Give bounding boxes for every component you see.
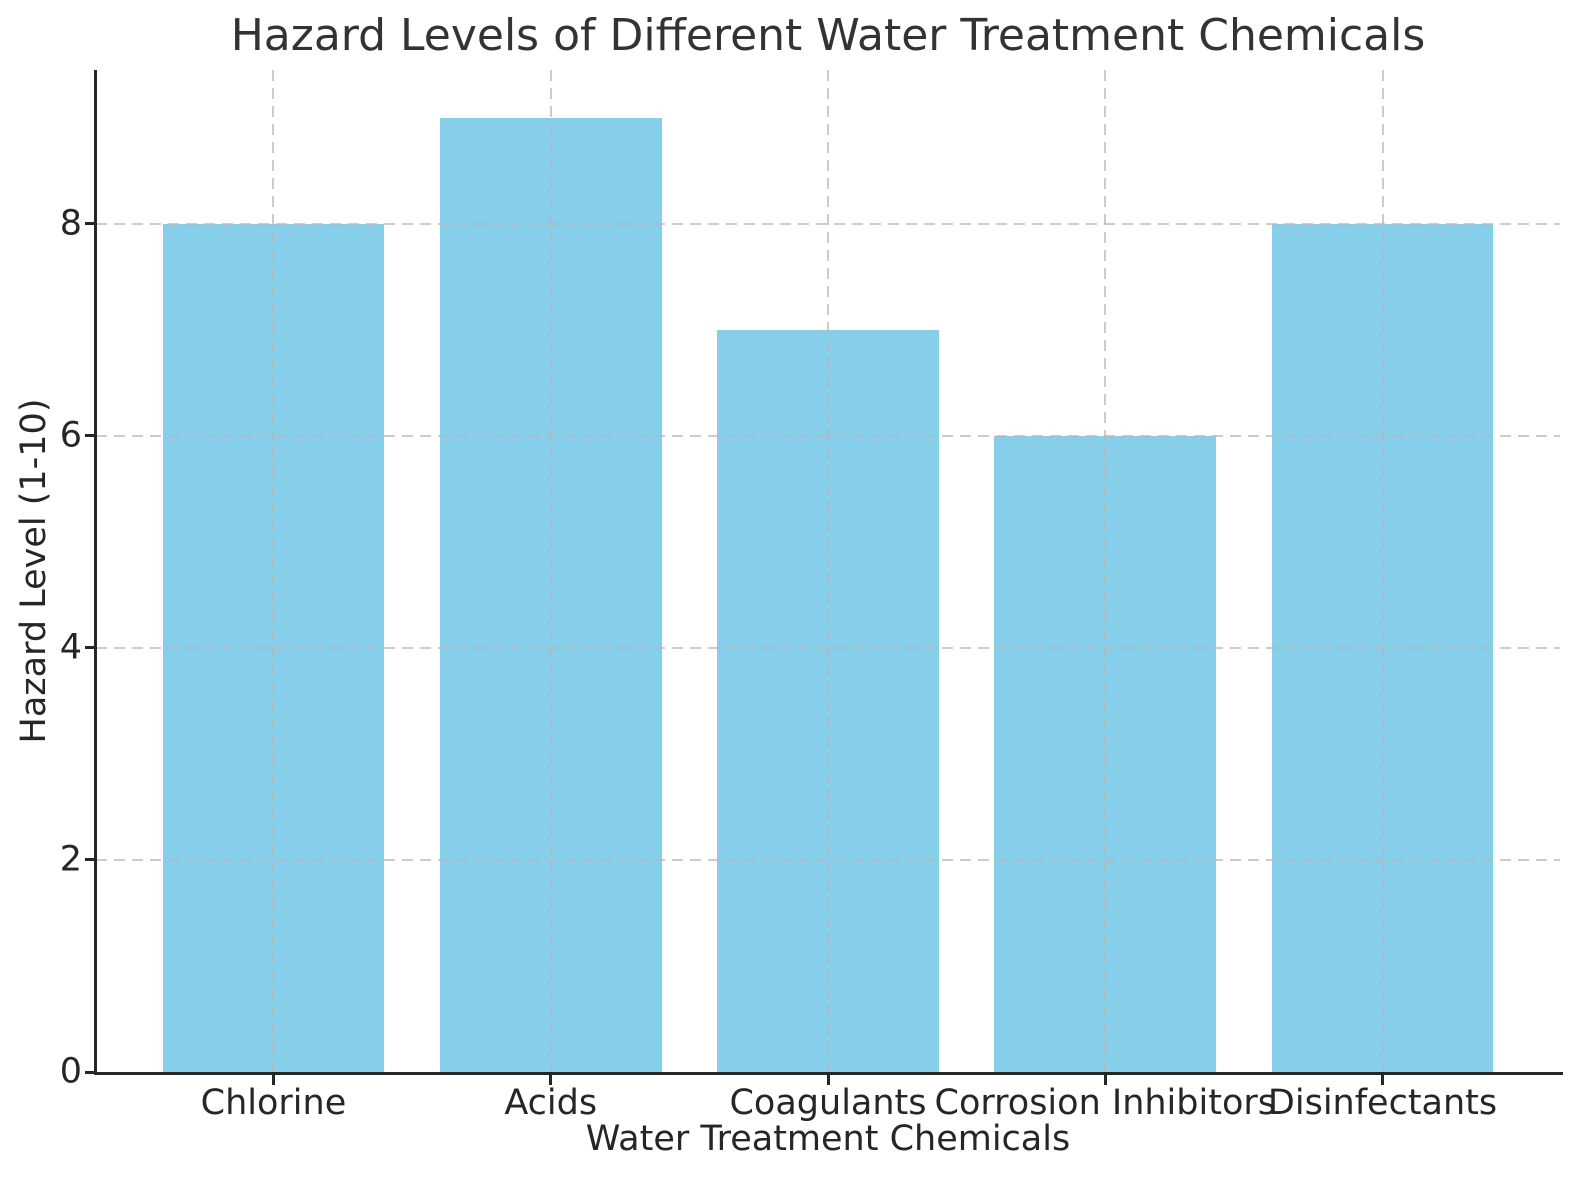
x-tick-mark-chlorine bbox=[271, 1075, 275, 1085]
y-tick-mark-8 bbox=[85, 222, 95, 226]
x-axis-spine bbox=[94, 1072, 1563, 1075]
x-tick-label-acids: Acids bbox=[504, 1083, 598, 1123]
y-tick-label-8: 8 bbox=[59, 203, 82, 244]
y-tick-label-4: 4 bbox=[59, 627, 82, 668]
x-tick-label-disinfectants: Disinfectants bbox=[1267, 1083, 1498, 1123]
y-tick-mark-2 bbox=[85, 858, 95, 862]
chart-title: Hazard Levels of Different Water Treatme… bbox=[230, 10, 1426, 61]
x-tick-mark-disinfectants bbox=[1381, 1075, 1385, 1085]
y-axis-spine bbox=[94, 70, 97, 1075]
y-tick-mark-4 bbox=[85, 646, 95, 650]
x-tick-mark-corrosion-inhibitors bbox=[1103, 1075, 1107, 1085]
plot-area bbox=[96, 70, 1560, 1072]
x-tick-label-chlorine: Chlorine bbox=[200, 1083, 347, 1123]
y-tick-mark-6 bbox=[85, 434, 95, 438]
x-tick-label-corrosion-inhibitors: Corrosion Inhibitors bbox=[934, 1083, 1276, 1123]
v-gridline-disinfectants bbox=[1381, 70, 1384, 1072]
v-gridline-acids bbox=[549, 70, 552, 1072]
v-gridline-corrosion-inhibitors bbox=[1104, 70, 1107, 1072]
v-gridline-coagulants bbox=[827, 70, 829, 1072]
v-gridline-chlorine bbox=[272, 70, 275, 1072]
y-tick-label-2: 2 bbox=[59, 839, 82, 880]
x-tick-label-coagulants: Coagulants bbox=[729, 1083, 927, 1123]
x-tick-mark-coagulants bbox=[826, 1075, 830, 1085]
y-tick-mark-0 bbox=[85, 1070, 95, 1074]
y-axis-label: Hazard Level (1-10) bbox=[14, 398, 54, 744]
y-tick-label-0: 0 bbox=[59, 1051, 82, 1092]
y-tick-label-6: 6 bbox=[59, 415, 82, 456]
x-tick-mark-acids bbox=[549, 1075, 553, 1085]
x-axis-label: Water Treatment Chemicals bbox=[585, 1119, 1071, 1159]
